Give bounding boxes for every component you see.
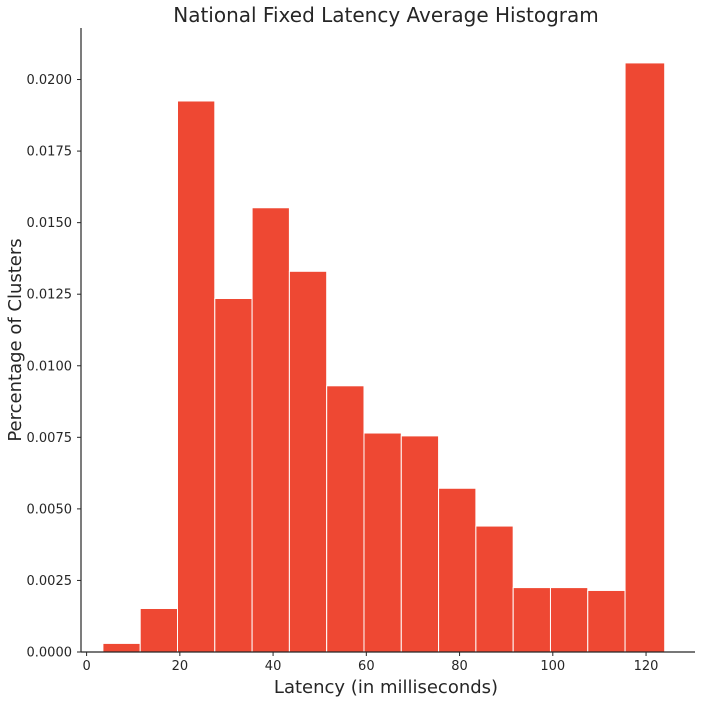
histogram-bar <box>475 525 514 653</box>
y-tick-label: 0.0025 <box>27 574 73 589</box>
x-tick-label: 80 <box>451 659 468 674</box>
chart-title: National Fixed Latency Average Histogram <box>173 3 599 27</box>
histogram-bar <box>624 62 666 653</box>
x-tick-label: 120 <box>634 659 659 674</box>
histogram-bar <box>549 587 589 653</box>
bars-group <box>102 62 666 653</box>
histogram-bar <box>251 207 290 653</box>
y-axis-label: Percentage of Clusters <box>5 238 26 441</box>
x-tick-label: 40 <box>265 659 282 674</box>
y-tick-label: 0.0050 <box>27 502 73 517</box>
histogram-bar <box>363 432 402 653</box>
histogram-bar <box>326 385 365 653</box>
histogram-bar <box>214 297 253 653</box>
x-tick-label: 20 <box>172 659 189 674</box>
y-tick-label: 0.0150 <box>27 216 73 231</box>
y-tick-label: 0.0125 <box>27 288 73 303</box>
x-axis-label: Latency (in milliseconds) <box>274 677 498 698</box>
x-tick-label: 100 <box>540 659 565 674</box>
histogram-bar <box>438 487 477 653</box>
y-tick-label: 0.0175 <box>27 145 73 160</box>
x-axis-ticks: 0 20 40 60 80 100 120 <box>82 652 658 674</box>
y-tick-label: 0.0000 <box>27 646 73 661</box>
histogram-bar <box>288 270 328 653</box>
histogram-bar <box>587 589 626 653</box>
histogram-bar <box>400 435 440 653</box>
y-tick-label: 0.0200 <box>27 73 73 88</box>
histogram-bar <box>102 642 141 653</box>
y-tick-label: 0.0100 <box>27 359 73 374</box>
y-axis-ticks: 0.0000 0.0025 0.0050 0.0075 0.0100 0.0125 0.01… <box>27 73 81 661</box>
histogram-bar <box>139 607 179 653</box>
histogram-bar <box>512 587 551 653</box>
y-tick-label: 0.0075 <box>27 431 73 446</box>
x-tick-label: 0 <box>82 659 90 674</box>
histogram-bar <box>177 100 216 653</box>
x-tick-label: 60 <box>358 659 375 674</box>
